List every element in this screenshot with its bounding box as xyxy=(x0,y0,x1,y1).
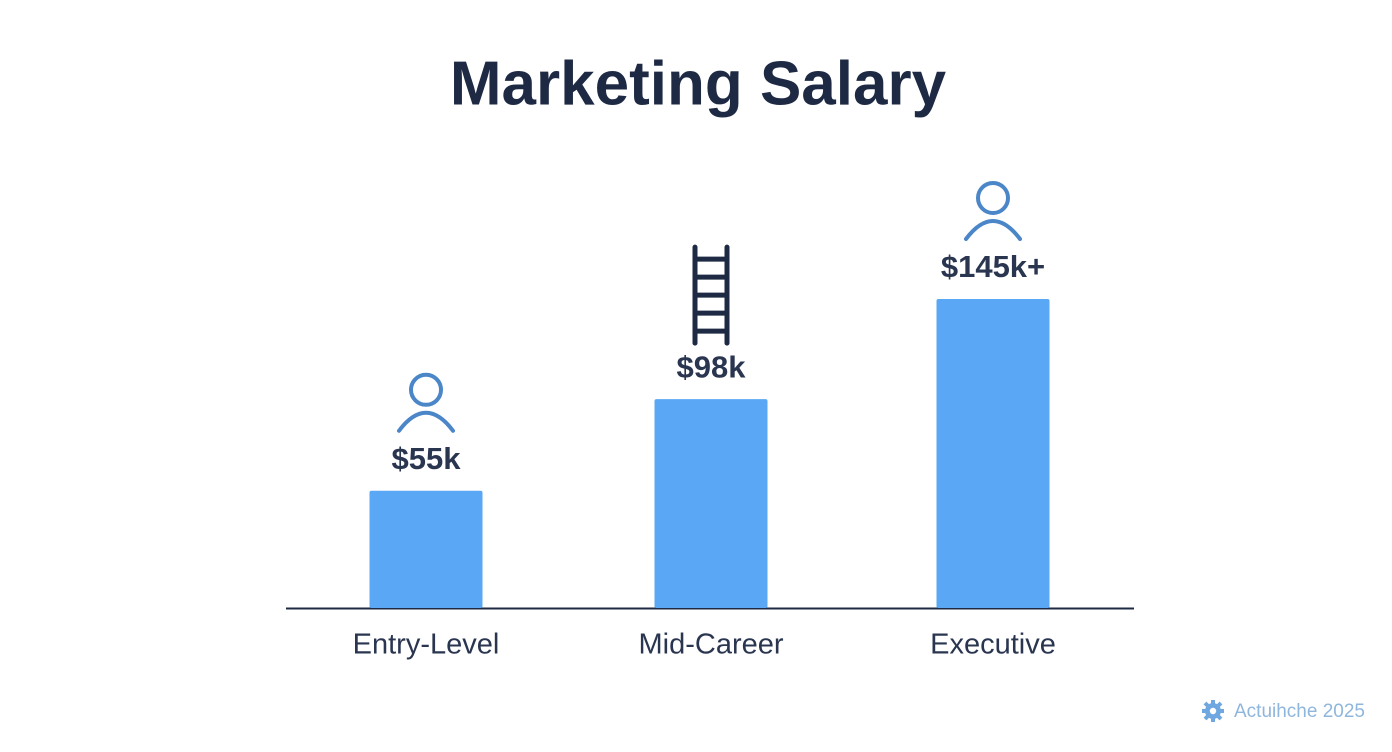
value-label: $145k+ xyxy=(941,249,1045,284)
watermark-icon xyxy=(1202,700,1224,722)
x-tick-label: Mid-Career xyxy=(638,629,783,661)
person-icon xyxy=(397,372,455,433)
icon-body xyxy=(964,219,1022,241)
chart-title: Marketing Salary xyxy=(450,49,947,118)
bar xyxy=(936,299,1050,608)
value-label: $55k xyxy=(392,441,462,476)
bar xyxy=(654,399,768,608)
icon-head xyxy=(976,181,1010,215)
x-tick-label: Entry-Level xyxy=(353,629,500,661)
icon-body xyxy=(397,411,455,433)
x-tick-label: Executive xyxy=(930,629,1056,661)
person-icon xyxy=(964,181,1022,241)
value-label: $98k xyxy=(677,349,747,384)
watermark: Actuihche 2025 xyxy=(1234,701,1365,722)
bar xyxy=(369,490,483,608)
ladder-icon xyxy=(692,244,730,346)
icon-head xyxy=(409,372,443,407)
